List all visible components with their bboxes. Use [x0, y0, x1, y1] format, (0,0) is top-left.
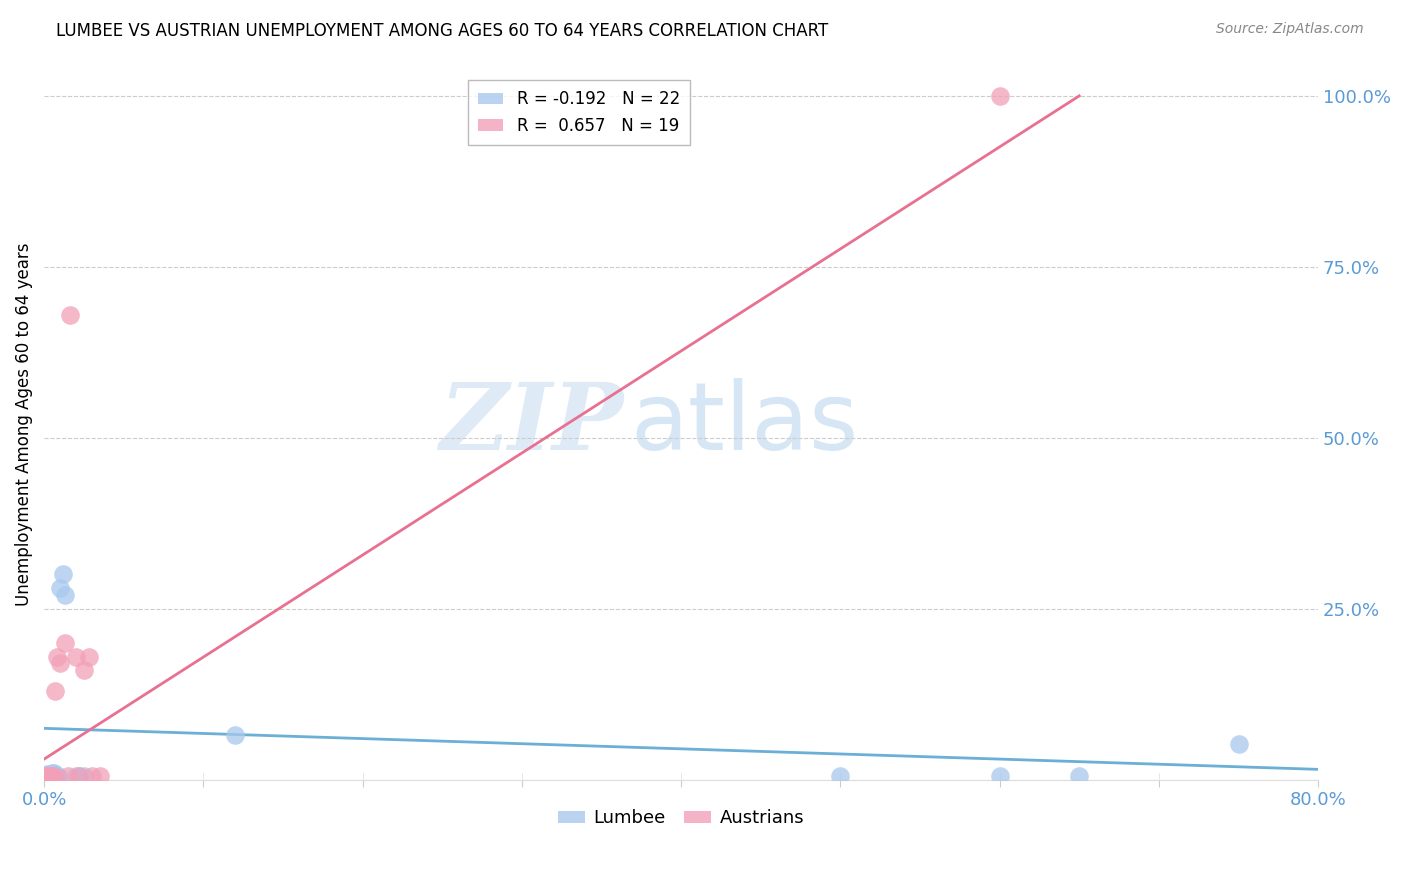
Point — [830, 769, 852, 783]
Point — [65, 649, 87, 664]
Point — [1069, 769, 1091, 783]
Point — [67, 769, 90, 783]
Text: atlas: atlas — [630, 378, 859, 470]
Point — [37, 767, 59, 781]
Point — [42, 769, 65, 783]
Point — [44, 769, 66, 783]
Point — [49, 657, 72, 671]
Legend: Lumbee, Austrians: Lumbee, Austrians — [550, 802, 811, 835]
Point — [41, 769, 63, 783]
Point — [53, 588, 76, 602]
Point — [80, 769, 103, 783]
Point — [39, 769, 62, 783]
Point — [56, 769, 79, 783]
Point — [39, 769, 62, 783]
Point — [49, 581, 72, 595]
Text: Source: ZipAtlas.com: Source: ZipAtlas.com — [1216, 22, 1364, 37]
Point — [73, 663, 96, 677]
Point — [42, 765, 65, 780]
Text: ZIP: ZIP — [440, 379, 624, 469]
Point — [77, 649, 100, 664]
Point — [67, 769, 90, 783]
Point — [53, 636, 76, 650]
Point — [42, 769, 65, 783]
Point — [45, 769, 67, 783]
Y-axis label: Unemployment Among Ages 60 to 64 years: Unemployment Among Ages 60 to 64 years — [15, 243, 32, 606]
Point — [73, 769, 96, 783]
Point — [44, 683, 66, 698]
Point — [38, 769, 60, 783]
Point — [41, 769, 63, 783]
Point — [988, 88, 1011, 103]
Point — [37, 769, 59, 783]
Point — [1227, 737, 1250, 751]
Point — [224, 728, 246, 742]
Point — [89, 769, 111, 783]
Point — [41, 765, 63, 780]
Text: LUMBEE VS AUSTRIAN UNEMPLOYMENT AMONG AGES 60 TO 64 YEARS CORRELATION CHART: LUMBEE VS AUSTRIAN UNEMPLOYMENT AMONG AG… — [56, 22, 828, 40]
Point — [35, 769, 58, 783]
Point — [988, 769, 1011, 783]
Point — [52, 567, 75, 582]
Point — [38, 769, 60, 783]
Point — [45, 649, 67, 664]
Point — [48, 769, 70, 783]
Point — [35, 769, 58, 783]
Point — [58, 308, 80, 322]
Point — [65, 769, 87, 783]
